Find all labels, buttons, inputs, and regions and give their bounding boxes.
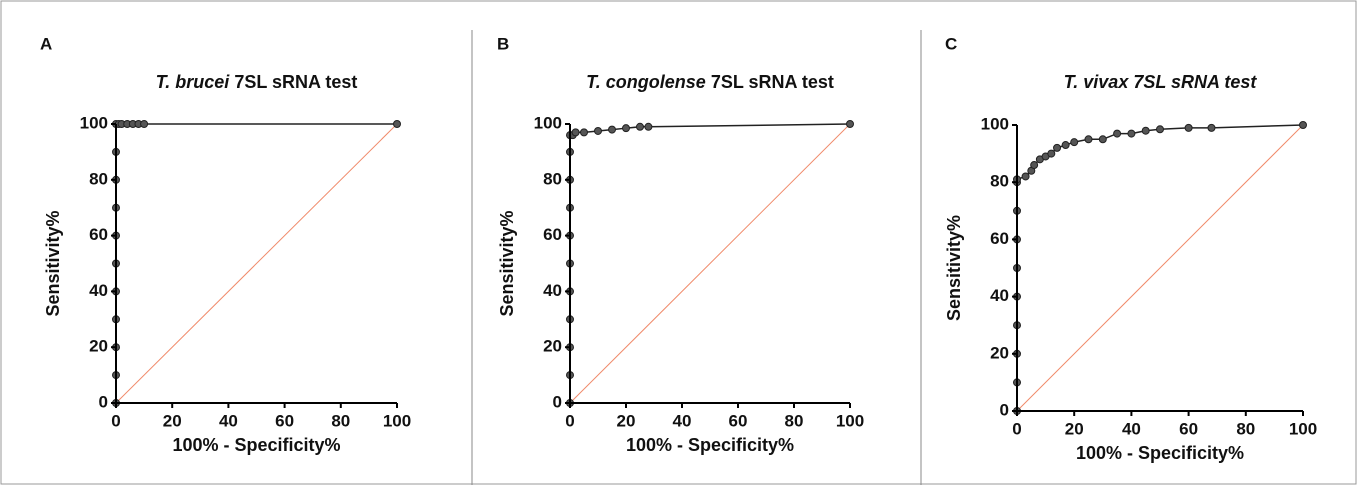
reference-line	[1016, 124, 1304, 412]
roc-point	[571, 128, 580, 137]
roc-point	[1047, 149, 1056, 158]
x-tick-label: 20	[1065, 419, 1084, 438]
roc-point	[393, 120, 401, 128]
roc-point	[1030, 161, 1039, 170]
roc-point	[846, 120, 854, 128]
roc-point	[1184, 123, 1193, 132]
roc-point	[1053, 143, 1062, 152]
x-tick-label: 80	[1236, 419, 1255, 438]
title-part: T. vivax 7SL sRNA test	[1064, 72, 1258, 92]
y-tick-label: 0	[1000, 400, 1009, 419]
y-tick-label: 0	[553, 392, 562, 411]
x-tick-label: 60	[275, 411, 294, 430]
y-axis-label: Sensitivity%	[497, 210, 517, 316]
y-tick-label: 20	[543, 337, 562, 356]
y-tick-label: 60	[89, 225, 108, 244]
roc-point	[1156, 125, 1164, 134]
y-tick-label: 40	[89, 281, 108, 300]
x-tick-label: 100	[383, 411, 411, 430]
y-tick-label: 80	[543, 169, 562, 188]
roc-point	[1070, 138, 1079, 147]
y-tick-label: 20	[89, 337, 108, 356]
y-tick-label: 100	[981, 114, 1009, 133]
y-axis-label: Sensitivity%	[43, 210, 63, 316]
title-part: 7SL sRNA test	[711, 72, 834, 92]
y-tick-label: 80	[990, 172, 1009, 191]
x-tick-label: 40	[1122, 419, 1141, 438]
x-tick-label: 20	[163, 411, 182, 430]
panel-label: B	[497, 34, 509, 53]
x-tick-label: 20	[617, 411, 636, 430]
roc-point	[1084, 135, 1093, 144]
y-tick-label: 60	[543, 225, 562, 244]
x-tick-label: 60	[1179, 419, 1198, 438]
roc-point	[1113, 129, 1122, 138]
x-tick-label: 100	[836, 411, 864, 430]
title-part: T. brucei	[156, 72, 231, 92]
y-tick-label: 40	[990, 286, 1009, 305]
title-part: 7SL sRNA test	[234, 72, 357, 92]
roc-point	[1207, 123, 1216, 132]
x-axis-label: 100% - Specificity%	[172, 435, 340, 455]
roc-point	[1021, 172, 1030, 181]
x-tick-label: 80	[331, 411, 350, 430]
roc-point	[622, 124, 630, 133]
roc-point	[1299, 121, 1307, 129]
reference-line	[115, 123, 398, 404]
chart-title: T. congolense 7SL sRNA test	[586, 72, 834, 92]
roc-point	[580, 128, 588, 137]
x-tick-label: 0	[1012, 419, 1021, 438]
y-tick-label: 0	[99, 392, 108, 411]
x-tick-label: 0	[565, 411, 574, 430]
y-tick-label: 60	[990, 229, 1009, 248]
y-tick-label: 100	[534, 113, 562, 132]
reference-line	[569, 123, 851, 404]
y-axis-label: Sensitivity%	[944, 215, 964, 321]
roc-point	[1061, 141, 1070, 150]
x-tick-label: 60	[729, 411, 748, 430]
y-tick-label: 100	[80, 113, 108, 132]
x-tick-label: 80	[785, 411, 804, 430]
roc-point	[140, 120, 149, 128]
x-tick-label: 40	[673, 411, 692, 430]
chart-title: T. brucei 7SL sRNA test	[156, 72, 358, 92]
roc-point	[608, 125, 616, 134]
x-axis-label: 100% - Specificity%	[1076, 443, 1244, 463]
y-tick-label: 20	[990, 343, 1009, 362]
roc-point	[644, 122, 653, 131]
y-tick-label: 80	[89, 169, 108, 188]
roc-point	[1127, 129, 1136, 138]
x-tick-label: 40	[219, 411, 238, 430]
x-tick-label: 0	[111, 411, 120, 430]
panel-label: C	[945, 34, 957, 53]
roc-point	[594, 126, 602, 135]
roc-point	[1098, 135, 1107, 144]
roc-point	[636, 122, 644, 131]
x-axis-label: 100% - Specificity%	[626, 435, 794, 455]
title-part: T. congolense	[586, 72, 706, 92]
y-tick-label: 40	[543, 281, 562, 300]
x-tick-label: 100	[1289, 419, 1317, 438]
panel-label: A	[40, 34, 52, 53]
chart-title: T. vivax 7SL sRNA test	[1064, 72, 1258, 92]
roc-point	[1141, 126, 1150, 135]
